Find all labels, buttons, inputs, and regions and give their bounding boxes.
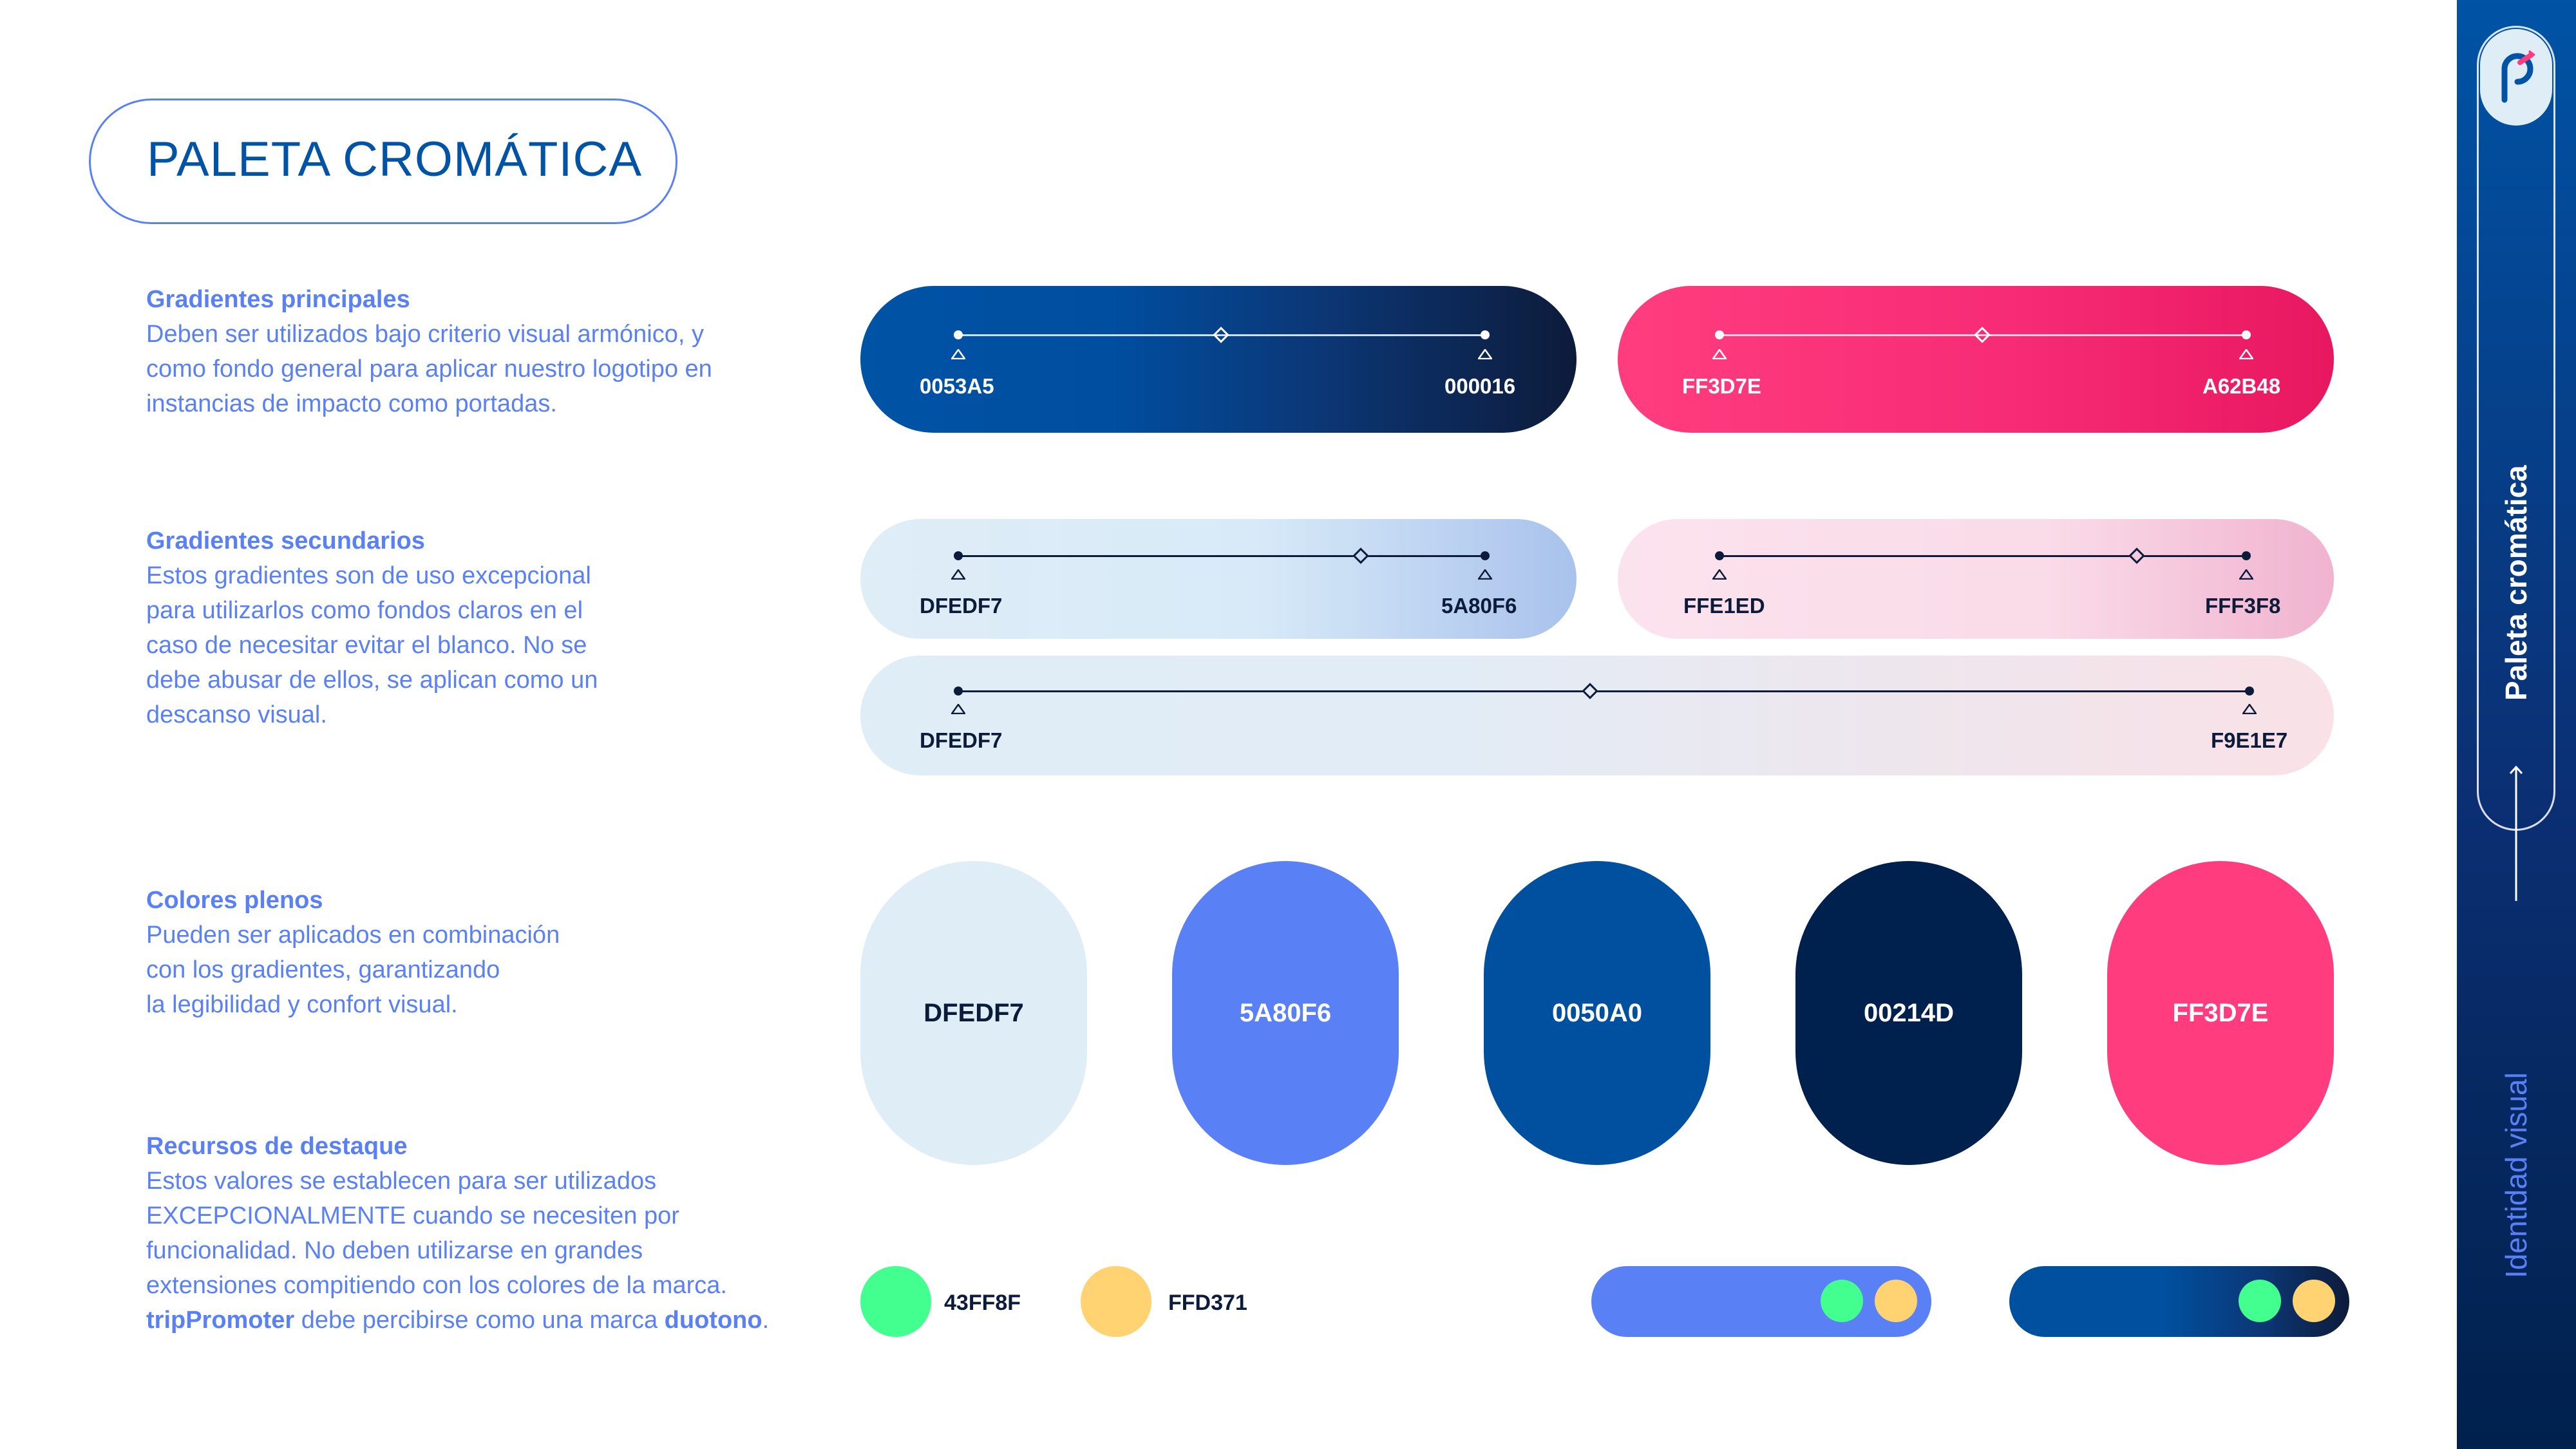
section-text-line: Estos gradientes son de uso excepcional bbox=[146, 562, 591, 589]
accent-example-yellow-dot bbox=[2293, 1280, 2335, 1322]
gradient-stop-end bbox=[2242, 551, 2251, 560]
sidebar-category: Identidad visual bbox=[2499, 1072, 2533, 1278]
brand-logo bbox=[2480, 29, 2552, 126]
section-text-line: como fondo general para aplicar nuestro … bbox=[146, 355, 712, 383]
gradient-track-line bbox=[1719, 555, 2246, 557]
gradient-stop-end bbox=[2242, 330, 2251, 339]
swatch-label: 5A80F6 bbox=[1239, 998, 1332, 1027]
section-text-line: Deben ser utilizados bajo criterio visua… bbox=[146, 321, 704, 348]
gradient-stop-end bbox=[1481, 551, 1490, 560]
section-title: Gradientes principales bbox=[146, 286, 410, 313]
gradient-stop-start bbox=[1715, 330, 1724, 339]
gradient-stop-triangle-icon bbox=[1712, 569, 1727, 580]
section-text-line: caso de necesitar evitar el blanco. No s… bbox=[146, 632, 587, 659]
section-text-line-last: tripPromoter debe percibirse como una ma… bbox=[146, 1303, 816, 1338]
gradient-stop-triangle-icon bbox=[2239, 349, 2253, 359]
swatch-dfedf7: DFEDF7 bbox=[860, 861, 1087, 1165]
gradient-start-label: DFEDF7 bbox=[920, 728, 1003, 752]
section-gradientes-principales: Gradientes principales Deben ser utiliza… bbox=[146, 282, 816, 421]
sidebar bbox=[2457, 0, 2576, 1449]
gradient-bar-light-pink bbox=[1618, 519, 2334, 639]
accent-swatch-yellow bbox=[1081, 1266, 1151, 1337]
section-text-line: debe abusar de ellos, se aplican como un bbox=[146, 667, 598, 694]
gradient-bar-light-blue bbox=[860, 519, 1577, 639]
gradient-end-label: F9E1E7 bbox=[2211, 728, 2288, 752]
gradient-start-label: DFEDF7 bbox=[920, 594, 1003, 618]
section-title: Gradientes secundarios bbox=[146, 527, 425, 554]
gradient-start-label: FF3D7E bbox=[1682, 374, 1761, 398]
gradient-stop-triangle-icon bbox=[951, 569, 965, 580]
swatch-5a80f6: 5A80F6 bbox=[1172, 861, 1399, 1165]
section-recursos-destaque: Recursos de destaque Estos valores se es… bbox=[146, 1129, 816, 1338]
gradient-end-label: A62B48 bbox=[2202, 374, 2281, 398]
arrow-up-icon bbox=[2509, 765, 2523, 901]
section-gradientes-secundarios: Gradientes secundarios Estos gradientes … bbox=[146, 524, 816, 732]
section-text-line: EXCEPCIONALMENTE cuando se necesiten por bbox=[146, 1202, 679, 1229]
accent-example-green-dot bbox=[2239, 1280, 2281, 1322]
section-text-line: con los gradientes, garantizando bbox=[146, 956, 500, 983]
gradient-stop-start bbox=[1715, 551, 1724, 560]
swatch-0050a0: 0050A0 bbox=[1484, 861, 1710, 1165]
section-text-line: Estos valores se establecen para ser uti… bbox=[146, 1168, 657, 1195]
swatch-label: DFEDF7 bbox=[923, 998, 1024, 1027]
page-title: PALETA CROMÁTICA bbox=[147, 132, 643, 187]
section-text-line: funcionalidad. No deben utilizarse en gr… bbox=[146, 1237, 643, 1264]
gradient-track-line bbox=[958, 555, 1485, 557]
gradient-start-label: 0053A5 bbox=[920, 374, 994, 398]
gradient-end-label: 5A80F6 bbox=[1441, 594, 1517, 618]
duotono-emphasis: duotono bbox=[664, 1307, 762, 1334]
section-text-line: Pueden ser aplicados en combinación bbox=[146, 922, 560, 949]
gradient-track-line bbox=[1719, 334, 2246, 336]
section-text-line: la legibilidad y confort visual. bbox=[146, 991, 458, 1018]
section-text-line: para utilizarlos como fondos claros en e… bbox=[146, 597, 583, 624]
section-title: Colores plenos bbox=[146, 887, 323, 914]
accent-label: FFD371 bbox=[1168, 1291, 1247, 1315]
gradient-bar-pink bbox=[1618, 286, 2334, 433]
section-text-line: instancias de impacto como portadas. bbox=[146, 390, 557, 417]
accent-example-green-dot bbox=[1821, 1280, 1863, 1322]
gradient-stop-start bbox=[954, 330, 963, 339]
sidebar-section-pill bbox=[2477, 26, 2555, 831]
gradient-stop-end bbox=[1481, 330, 1490, 339]
gradient-end-label: FFF3F8 bbox=[2205, 594, 2281, 618]
gradient-stop-triangle-icon bbox=[1712, 349, 1727, 359]
accent-swatch-green bbox=[860, 1266, 931, 1337]
swatch-ff3d7e: FF3D7E bbox=[2107, 861, 2334, 1165]
gradient-bar-blue bbox=[860, 286, 1577, 433]
swatch-label: FF3D7E bbox=[2172, 998, 2269, 1027]
gradient-stop-start bbox=[954, 687, 963, 696]
gradient-stop-triangle-icon bbox=[1478, 569, 1492, 580]
gradient-track-line bbox=[958, 334, 1485, 336]
gradient-stop-triangle-icon bbox=[951, 349, 965, 359]
gradient-stop-triangle-icon bbox=[951, 704, 965, 714]
accent-label: 43FF8F bbox=[944, 1291, 1021, 1315]
swatch-00214d: 00214D bbox=[1795, 861, 2022, 1165]
brand-logo-icon bbox=[2501, 50, 2535, 103]
brand-name: tripPromoter bbox=[146, 1307, 295, 1334]
title-pill bbox=[89, 99, 677, 224]
gradient-stop-triangle-icon bbox=[1478, 349, 1492, 359]
gradient-end-label: 000016 bbox=[1444, 374, 1516, 398]
sentence-end: . bbox=[762, 1307, 770, 1334]
gradient-bar-wide bbox=[860, 656, 2334, 775]
gradient-track-line bbox=[958, 690, 2249, 692]
section-colores-plenos: Colores plenos Pueden ser aplicados en c… bbox=[146, 883, 816, 1022]
accent-example-yellow-dot bbox=[1875, 1280, 1917, 1322]
gradient-start-label: FFE1ED bbox=[1683, 594, 1765, 618]
sidebar-section-title: Paleta cromática bbox=[2499, 465, 2533, 701]
brand-sentence: debe percibirse como una marca bbox=[294, 1307, 665, 1334]
gradient-stop-start bbox=[954, 551, 963, 560]
section-text-line: extensiones compitiendo con los colores … bbox=[146, 1272, 727, 1299]
gradient-stop-triangle-icon bbox=[2239, 569, 2253, 580]
section-text-line: descanso visual. bbox=[146, 701, 327, 728]
gradient-stop-triangle-icon bbox=[2242, 704, 2257, 714]
swatch-label: 0050A0 bbox=[1551, 998, 1643, 1027]
gradient-stop-end bbox=[2245, 687, 2254, 696]
section-title: Recursos de destaque bbox=[146, 1133, 408, 1160]
swatch-label: 00214D bbox=[1863, 998, 1955, 1027]
